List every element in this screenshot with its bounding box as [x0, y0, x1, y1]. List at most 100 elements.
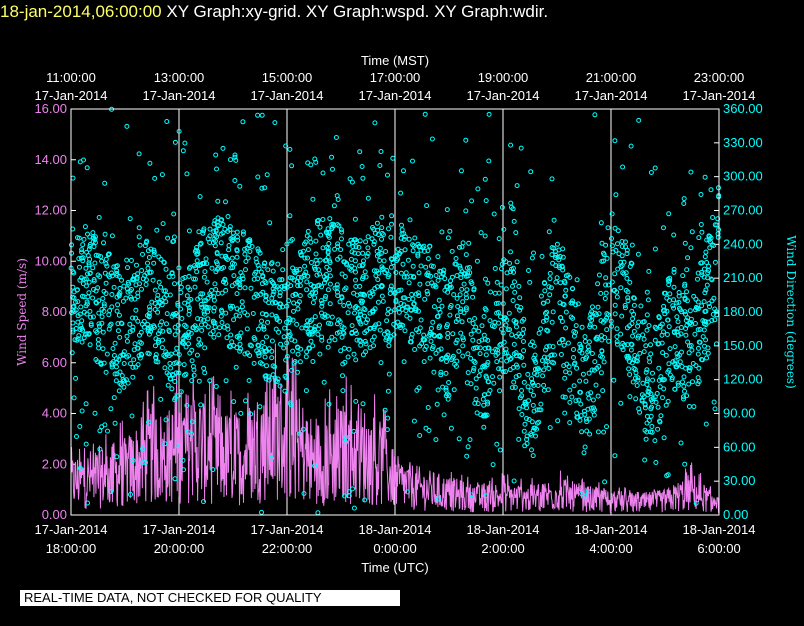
wind-direction-point	[472, 316, 478, 321]
wind-direction-point	[195, 262, 200, 268]
wind-direction-point	[602, 479, 608, 485]
wind-direction-point	[499, 204, 505, 210]
wind-direction-point	[203, 256, 209, 262]
wind-direction-point	[167, 360, 173, 366]
wind-direction-point	[117, 334, 123, 340]
wind-direction-point	[157, 322, 163, 328]
wind-direction-point	[297, 283, 303, 289]
wind-direction-point	[125, 279, 131, 285]
wind-direction-point	[641, 319, 647, 325]
wind-direction-point	[245, 255, 251, 261]
wind-direction-point	[71, 395, 77, 401]
quality-disclaimer: REAL-TIME DATA, NOT CHECKED FOR QUALITY	[20, 590, 400, 606]
wind-direction-point	[165, 235, 171, 241]
wind-direction-point	[327, 301, 333, 307]
wind-direction-point	[644, 429, 650, 435]
wind-direction-point	[318, 298, 324, 304]
wind-direction-point	[146, 255, 152, 260]
wind-direction-point	[555, 418, 561, 424]
wind-direction-point	[636, 319, 642, 325]
wind-direction-point	[511, 379, 517, 385]
right-tick-label: 270.00	[723, 203, 763, 218]
wind-direction-point	[524, 405, 529, 411]
wind-direction-point	[75, 319, 81, 325]
wind-direction-point	[531, 392, 536, 398]
wind-direction-point	[151, 260, 157, 266]
wind-direction-point	[513, 230, 519, 236]
wind-direction-point	[128, 492, 133, 497]
wind-direction-point	[438, 346, 444, 352]
wind-direction-point	[601, 359, 607, 365]
wind-direction-point	[77, 264, 82, 270]
wind-direction-point	[477, 368, 483, 374]
wind-direction-point	[593, 382, 599, 388]
wind-direction-point	[686, 368, 692, 374]
wind-direction-point	[522, 399, 528, 405]
wind-direction-point	[627, 279, 633, 285]
wind-direction-point	[631, 328, 637, 334]
wind-direction-point	[80, 258, 86, 264]
wind-direction-point	[514, 183, 520, 189]
wind-direction-point	[706, 233, 712, 239]
wind-direction-point	[662, 307, 668, 313]
wind-direction-point	[310, 196, 316, 202]
wind-direction-point	[598, 370, 604, 376]
wind-direction-point	[629, 342, 635, 348]
wind-direction-point	[541, 319, 546, 324]
wind-direction-point	[493, 301, 499, 306]
wind-direction-point	[329, 314, 335, 320]
header-graphs: XY Graph:xy-grid. XY Graph:wspd. XY Grap…	[166, 2, 549, 21]
wind-direction-point	[665, 317, 671, 323]
wind-direction-point	[533, 433, 538, 439]
wind-direction-point	[403, 308, 409, 314]
wind-direction-point	[367, 326, 373, 331]
wind-direction-point	[259, 509, 264, 515]
wind-direction-point	[408, 335, 414, 341]
wind-direction-point	[401, 302, 407, 308]
wind-direction-point	[113, 378, 119, 384]
wind-direction-point	[644, 289, 650, 295]
bottom-axis-title: Time (UTC)	[361, 560, 428, 575]
wind-direction-point	[140, 446, 145, 452]
wind-direction-point	[503, 369, 508, 375]
wind-direction-point	[101, 240, 106, 246]
wind-direction-point	[90, 265, 96, 271]
wind-direction-point	[287, 317, 293, 323]
wind-direction-point	[397, 250, 403, 256]
wind-direction-point	[497, 447, 503, 453]
wind-direction-point	[605, 225, 611, 231]
wind-direction-point	[550, 309, 556, 315]
wind-direction-point	[598, 318, 604, 324]
wind-direction-point	[690, 379, 695, 385]
wind-direction-point	[696, 365, 702, 371]
wind-direction-point	[680, 273, 686, 279]
wind-direction-point	[467, 265, 472, 270]
wind-direction-point	[465, 270, 471, 276]
wind-direction-point	[495, 300, 501, 306]
wind-direction-point	[255, 174, 261, 180]
wind-direction-point	[457, 263, 463, 269]
wind-direction-point	[538, 401, 544, 407]
wind-direction-point	[223, 310, 229, 316]
wind-direction-point	[133, 307, 139, 313]
wind-direction-point	[497, 374, 503, 380]
wind-direction-point	[304, 287, 310, 293]
wind-direction-point	[155, 359, 161, 365]
wind-direction-point	[406, 236, 412, 242]
wind-direction-point	[614, 341, 620, 347]
wind-direction-point	[521, 362, 527, 368]
wind-direction-point	[632, 353, 638, 358]
wind-direction-point	[425, 256, 431, 262]
wind-direction-point	[672, 361, 678, 367]
wind-direction-point	[612, 311, 618, 317]
wind-direction-point	[290, 348, 296, 354]
wind-direction-point	[357, 337, 363, 343]
wind-direction-point	[470, 294, 476, 300]
wind-direction-point	[525, 384, 531, 390]
wind-direction-point	[395, 246, 401, 252]
wind-direction-point	[557, 265, 563, 271]
wind-direction-point	[702, 309, 708, 314]
wind-direction-point	[121, 361, 127, 366]
wind-direction-point	[416, 329, 422, 335]
wind-direction-point	[551, 217, 557, 223]
